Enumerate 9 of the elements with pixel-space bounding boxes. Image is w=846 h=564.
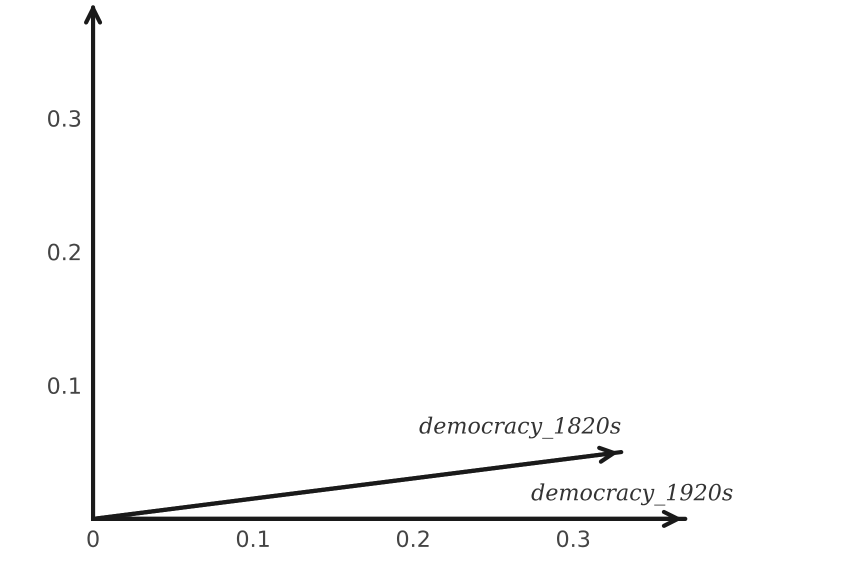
legend-label: democracy_1920s (531, 483, 733, 506)
y-tick-label: 0.1 (48, 377, 80, 394)
y-tick-label: 0.3 (48, 110, 80, 127)
series-label: democracy_1820s (419, 416, 620, 439)
x-tick-label: 0.1 (236, 530, 269, 548)
x-tick-label: 0.2 (396, 530, 429, 548)
x-tick-label: 0.3 (557, 530, 590, 548)
y-tick-label: 0.2 (48, 244, 80, 260)
x-tick-label: 0 (87, 530, 99, 548)
